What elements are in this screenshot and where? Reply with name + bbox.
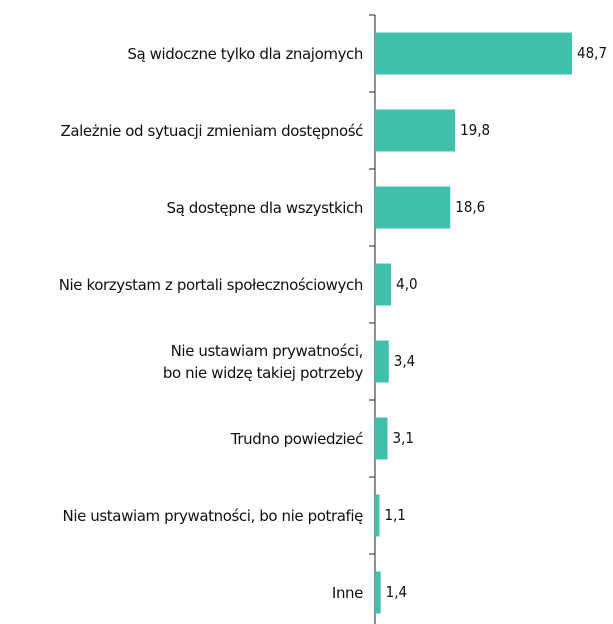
category-label: Inne xyxy=(331,583,363,602)
category-label: Nie korzystam z portali społecznościowyc… xyxy=(58,275,364,294)
category-label: Są widoczne tylko dla znajomych xyxy=(127,44,363,63)
bar xyxy=(375,186,451,229)
bar xyxy=(375,417,388,460)
bar xyxy=(375,263,392,306)
category-label: Zależnie od sytuacji zmieniam dostępność xyxy=(60,121,363,140)
value-label: 1,4 xyxy=(386,583,407,601)
bar xyxy=(375,32,572,75)
category-label: Trudno powiedzieć xyxy=(230,429,364,448)
category-label: Nie ustawiam prywatności, bo nie widzę t… xyxy=(162,341,364,382)
value-label: 3,4 xyxy=(394,352,415,370)
value-label: 48,7 xyxy=(577,44,607,62)
value-label: 18,6 xyxy=(455,198,485,216)
bar xyxy=(375,571,381,614)
value-label: 19,8 xyxy=(460,121,490,139)
category-label: Nie ustawiam prywatności, bo nie potrafi… xyxy=(62,506,364,525)
category-label: Są dostępne dla wszystkich xyxy=(166,198,363,217)
value-label: 3,1 xyxy=(393,429,414,447)
bar xyxy=(375,109,456,152)
value-label: 1,1 xyxy=(384,506,405,524)
bar xyxy=(375,494,380,537)
bar xyxy=(375,340,389,383)
value-label: 4,0 xyxy=(396,275,417,293)
